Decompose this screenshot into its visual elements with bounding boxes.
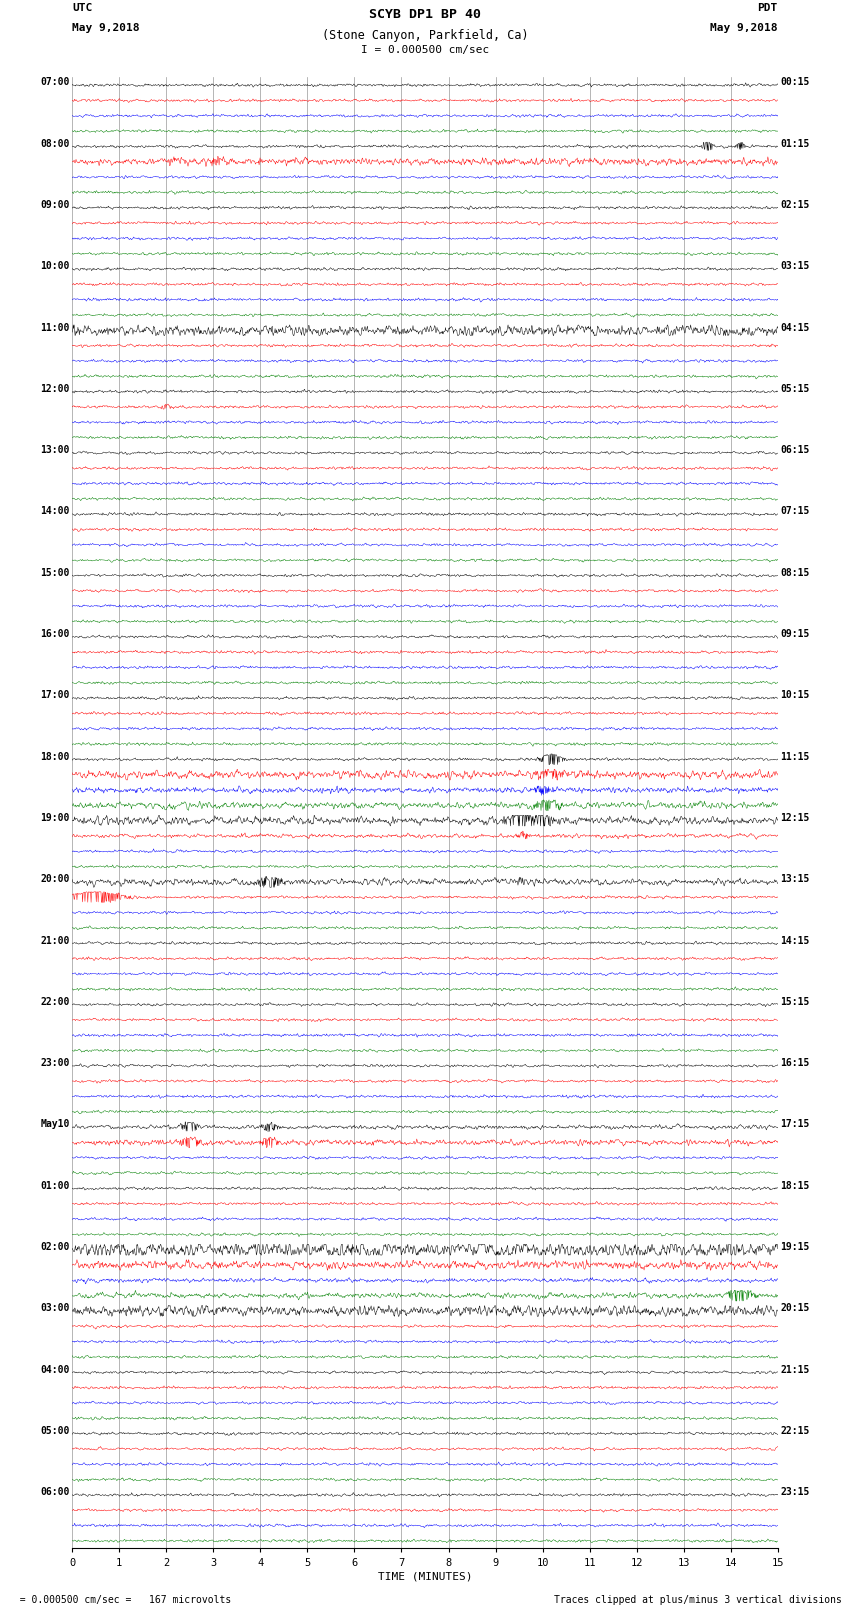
Text: 20:15: 20:15 [780,1303,810,1313]
Text: 10:00: 10:00 [40,261,70,271]
Text: 21:15: 21:15 [780,1365,810,1374]
Text: 05:00: 05:00 [40,1426,70,1436]
Text: 08:15: 08:15 [780,568,810,577]
Text: 00:15: 00:15 [780,77,810,87]
Text: May 9,2018: May 9,2018 [72,23,139,32]
Text: 10:15: 10:15 [780,690,810,700]
Text: 19:15: 19:15 [780,1242,810,1252]
Text: 11:15: 11:15 [780,752,810,761]
Text: 09:00: 09:00 [40,200,70,210]
Text: 20:00: 20:00 [40,874,70,884]
Text: 22:00: 22:00 [40,997,70,1007]
Text: 06:00: 06:00 [40,1487,70,1497]
Text: 01:15: 01:15 [780,139,810,148]
Text: 14:15: 14:15 [780,936,810,945]
Text: 13:15: 13:15 [780,874,810,884]
Text: 16:00: 16:00 [40,629,70,639]
X-axis label: TIME (MINUTES): TIME (MINUTES) [377,1571,473,1582]
Text: 11:00: 11:00 [40,323,70,332]
Text: 06:15: 06:15 [780,445,810,455]
Text: 16:15: 16:15 [780,1058,810,1068]
Text: 05:15: 05:15 [780,384,810,394]
Text: 15:15: 15:15 [780,997,810,1007]
Text: 15:00: 15:00 [40,568,70,577]
Text: 07:15: 07:15 [780,506,810,516]
Text: May10: May10 [40,1119,70,1129]
Text: 18:15: 18:15 [780,1181,810,1190]
Text: 01:00: 01:00 [40,1181,70,1190]
Text: 17:15: 17:15 [780,1119,810,1129]
Text: 12:15: 12:15 [780,813,810,823]
Text: 12:00: 12:00 [40,384,70,394]
Text: 04:00: 04:00 [40,1365,70,1374]
Text: 23:15: 23:15 [780,1487,810,1497]
Text: Traces clipped at plus/minus 3 vertical divisions: Traces clipped at plus/minus 3 vertical … [553,1595,842,1605]
Text: 14:00: 14:00 [40,506,70,516]
Text: 03:00: 03:00 [40,1303,70,1313]
Text: I = 0.000500 cm/sec: I = 0.000500 cm/sec [361,45,489,55]
Text: 02:15: 02:15 [780,200,810,210]
Text: 03:15: 03:15 [780,261,810,271]
Text: PDT: PDT [757,3,778,13]
Text: 02:00: 02:00 [40,1242,70,1252]
Text: 09:15: 09:15 [780,629,810,639]
Text: 08:00: 08:00 [40,139,70,148]
Text: UTC: UTC [72,3,93,13]
Text: 18:00: 18:00 [40,752,70,761]
Text: 04:15: 04:15 [780,323,810,332]
Text: SCYB DP1 BP 40: SCYB DP1 BP 40 [369,8,481,21]
Text: 23:00: 23:00 [40,1058,70,1068]
Text: 13:00: 13:00 [40,445,70,455]
Text: 21:00: 21:00 [40,936,70,945]
Text: (Stone Canyon, Parkfield, Ca): (Stone Canyon, Parkfield, Ca) [321,29,529,42]
Text: 07:00: 07:00 [40,77,70,87]
Text: = 0.000500 cm/sec =   167 microvolts: = 0.000500 cm/sec = 167 microvolts [8,1595,232,1605]
Text: 17:00: 17:00 [40,690,70,700]
Text: 22:15: 22:15 [780,1426,810,1436]
Text: 19:00: 19:00 [40,813,70,823]
Text: May 9,2018: May 9,2018 [711,23,778,32]
